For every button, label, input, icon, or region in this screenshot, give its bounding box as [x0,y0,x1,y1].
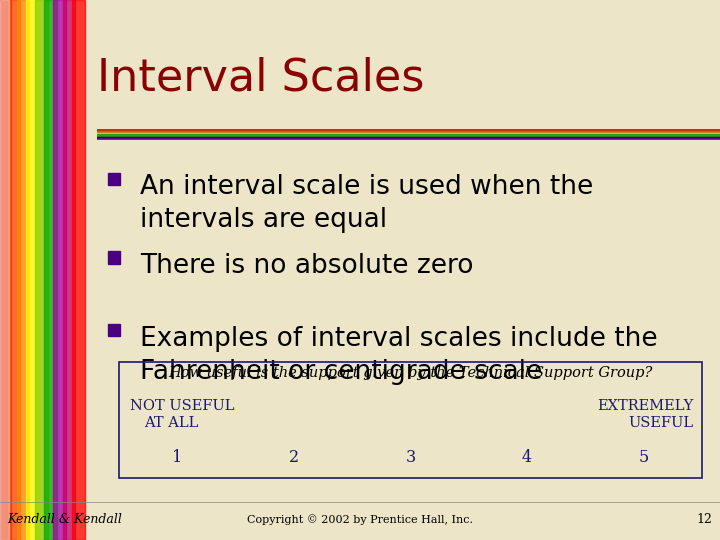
Text: NOT USEFUL: NOT USEFUL [130,399,234,413]
Bar [108,173,120,185]
Bar [108,251,120,264]
Bar [0,0,11,540]
Bar [26,0,39,540]
Text: AT ALL: AT ALL [144,416,199,430]
Bar [63,0,76,540]
Text: 1: 1 [172,449,182,466]
Bar [44,0,57,540]
Bar [0,0,9,540]
Bar [119,362,702,478]
Text: There is no absolute zero: There is no absolute zero [140,253,474,279]
Bar [72,0,85,540]
Text: 5: 5 [639,449,649,466]
Bar [53,0,66,540]
Text: 4: 4 [522,449,532,466]
Text: Copyright © 2002 by Prentice Hall, Inc.: Copyright © 2002 by Prentice Hall, Inc. [247,514,473,525]
Text: USEFUL: USEFUL [629,416,693,430]
Text: How useful is the support given by the Technical Support Group?: How useful is the support given by the T… [168,366,652,380]
Bar [7,0,20,540]
Text: Examples of interval scales include the
Fahrenheit or centigrade scale: Examples of interval scales include the … [140,326,658,384]
Text: Interval Scales: Interval Scales [97,57,425,100]
Text: 3: 3 [405,449,415,466]
Bar [17,0,30,540]
Text: EXTREMELY: EXTREMELY [597,399,693,413]
Text: An interval scale is used when the
intervals are equal: An interval scale is used when the inter… [140,174,594,233]
Text: 12: 12 [697,513,713,526]
Text: 2: 2 [289,449,299,466]
Text: Kendall & Kendall: Kendall & Kendall [7,513,122,526]
Bar [108,324,120,336]
Bar [35,0,48,540]
